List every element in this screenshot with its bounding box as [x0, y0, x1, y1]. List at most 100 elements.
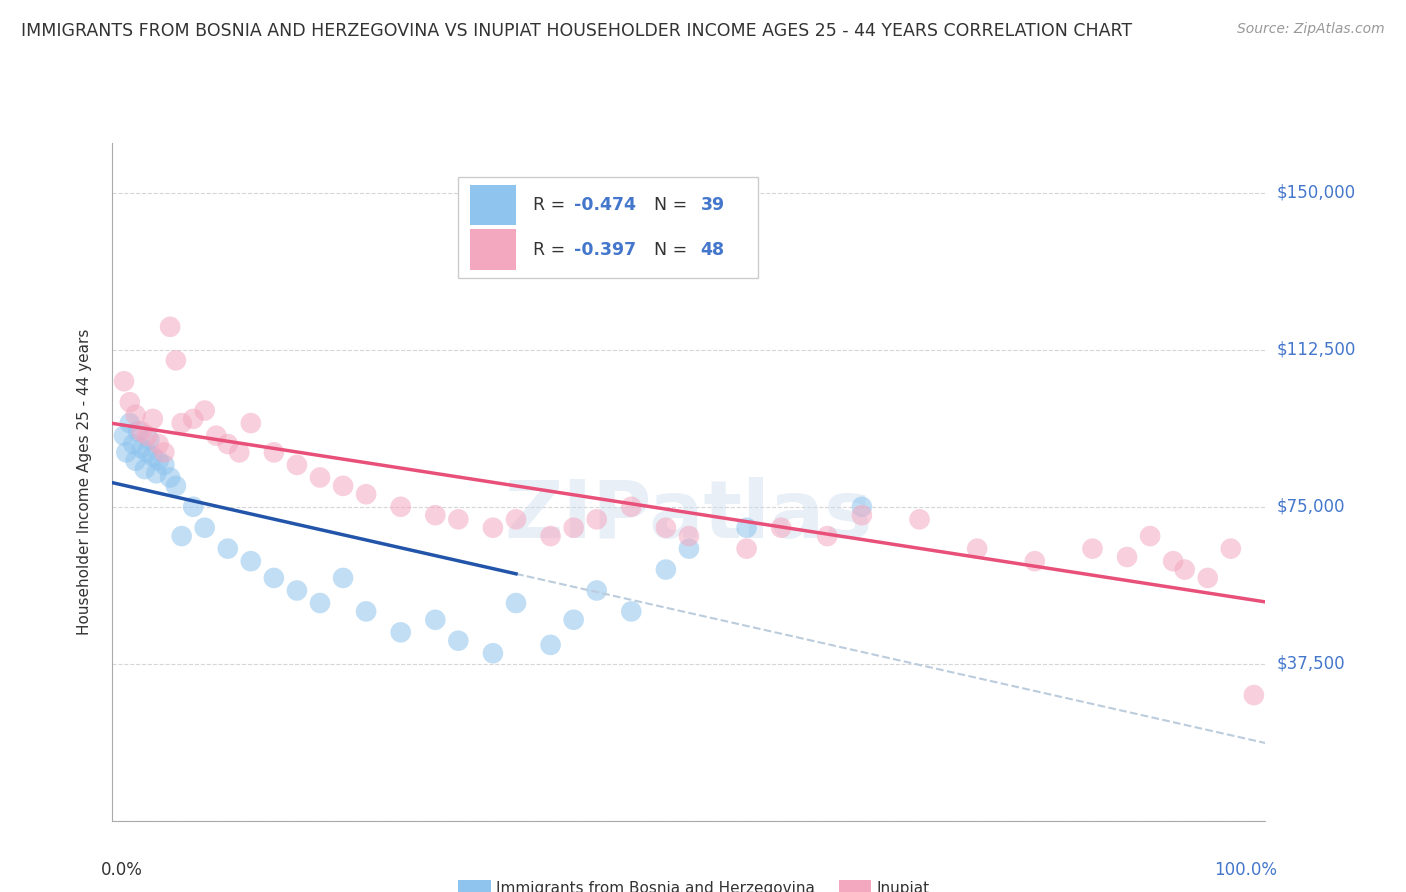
Point: [118, 416, 141, 430]
Point: [228, 445, 250, 459]
Point: [1081, 541, 1104, 556]
Point: [655, 521, 678, 535]
Point: [194, 521, 217, 535]
Text: 48: 48: [700, 241, 724, 259]
Point: [562, 613, 585, 627]
Text: $75,000: $75,000: [1277, 498, 1346, 516]
Y-axis label: Householder Income Ages 25 - 44 years: Householder Income Ages 25 - 44 years: [77, 328, 91, 635]
Point: [1243, 688, 1265, 702]
FancyBboxPatch shape: [458, 177, 758, 278]
Point: [170, 416, 193, 430]
Point: [447, 512, 470, 526]
Bar: [470, 229, 516, 270]
Bar: [458, 880, 491, 892]
Text: -0.474: -0.474: [574, 196, 636, 214]
Point: [1161, 554, 1184, 568]
Text: $112,500: $112,500: [1277, 341, 1355, 359]
Text: Immigrants from Bosnia and Herzegovina: Immigrants from Bosnia and Herzegovina: [496, 881, 815, 892]
Point: [1139, 529, 1161, 543]
Point: [148, 437, 170, 451]
Point: [134, 462, 156, 476]
Text: $37,500: $37,500: [1277, 655, 1346, 673]
Point: [1174, 563, 1197, 577]
Text: Inupiat: Inupiat: [877, 881, 929, 892]
Point: [153, 445, 176, 459]
Point: [309, 596, 332, 610]
Point: [145, 467, 167, 481]
Point: [112, 374, 135, 388]
Point: [112, 428, 135, 442]
Point: [239, 416, 262, 430]
Point: [540, 529, 562, 543]
Point: [389, 500, 412, 514]
Point: [217, 437, 239, 451]
Point: [194, 403, 217, 417]
Point: [332, 571, 354, 585]
Point: [129, 441, 153, 455]
Point: [285, 583, 308, 598]
Point: [425, 613, 447, 627]
Point: [142, 450, 165, 464]
Text: R =: R =: [533, 196, 571, 214]
Point: [908, 512, 931, 526]
Point: [482, 521, 505, 535]
Point: [332, 479, 354, 493]
Point: [285, 458, 308, 472]
Text: 100.0%: 100.0%: [1213, 862, 1277, 880]
Point: [115, 445, 138, 459]
Point: [170, 529, 193, 543]
Text: -0.397: -0.397: [574, 241, 636, 259]
Text: 0.0%: 0.0%: [101, 862, 143, 880]
Text: $150,000: $150,000: [1277, 184, 1355, 202]
Point: [217, 541, 239, 556]
Point: [389, 625, 412, 640]
Point: [138, 433, 160, 447]
Text: Source: ZipAtlas.com: Source: ZipAtlas.com: [1237, 22, 1385, 37]
Point: [1116, 549, 1139, 564]
Point: [851, 508, 873, 523]
Point: [309, 470, 332, 484]
Point: [482, 646, 505, 660]
Point: [505, 512, 527, 526]
Bar: [839, 880, 872, 892]
Point: [1024, 554, 1046, 568]
Point: [148, 454, 170, 468]
Point: [540, 638, 562, 652]
Point: [1197, 571, 1219, 585]
Point: [505, 596, 527, 610]
Point: [585, 512, 607, 526]
Point: [165, 353, 187, 368]
Text: N =: N =: [643, 241, 693, 259]
Point: [678, 541, 700, 556]
Point: [165, 479, 187, 493]
Text: R =: R =: [533, 241, 571, 259]
Point: [124, 454, 146, 468]
Point: [118, 395, 141, 409]
Point: [354, 604, 377, 618]
Point: [159, 319, 181, 334]
Point: [122, 437, 145, 451]
Point: [263, 445, 285, 459]
Point: [124, 408, 146, 422]
Point: [205, 428, 228, 442]
Text: ZIPatlas: ZIPatlas: [505, 476, 873, 555]
Point: [966, 541, 988, 556]
Point: [127, 425, 149, 439]
Point: [655, 563, 678, 577]
Point: [1219, 541, 1241, 556]
Point: [159, 470, 181, 484]
Text: 39: 39: [700, 196, 724, 214]
Point: [136, 428, 159, 442]
Point: [181, 500, 204, 514]
Point: [770, 521, 793, 535]
Point: [239, 554, 262, 568]
Point: [425, 508, 447, 523]
Point: [562, 521, 585, 535]
Point: [354, 487, 377, 501]
Point: [735, 541, 758, 556]
Point: [142, 412, 165, 426]
Point: [585, 583, 607, 598]
Text: N =: N =: [643, 196, 693, 214]
Point: [181, 412, 204, 426]
Point: [620, 604, 643, 618]
